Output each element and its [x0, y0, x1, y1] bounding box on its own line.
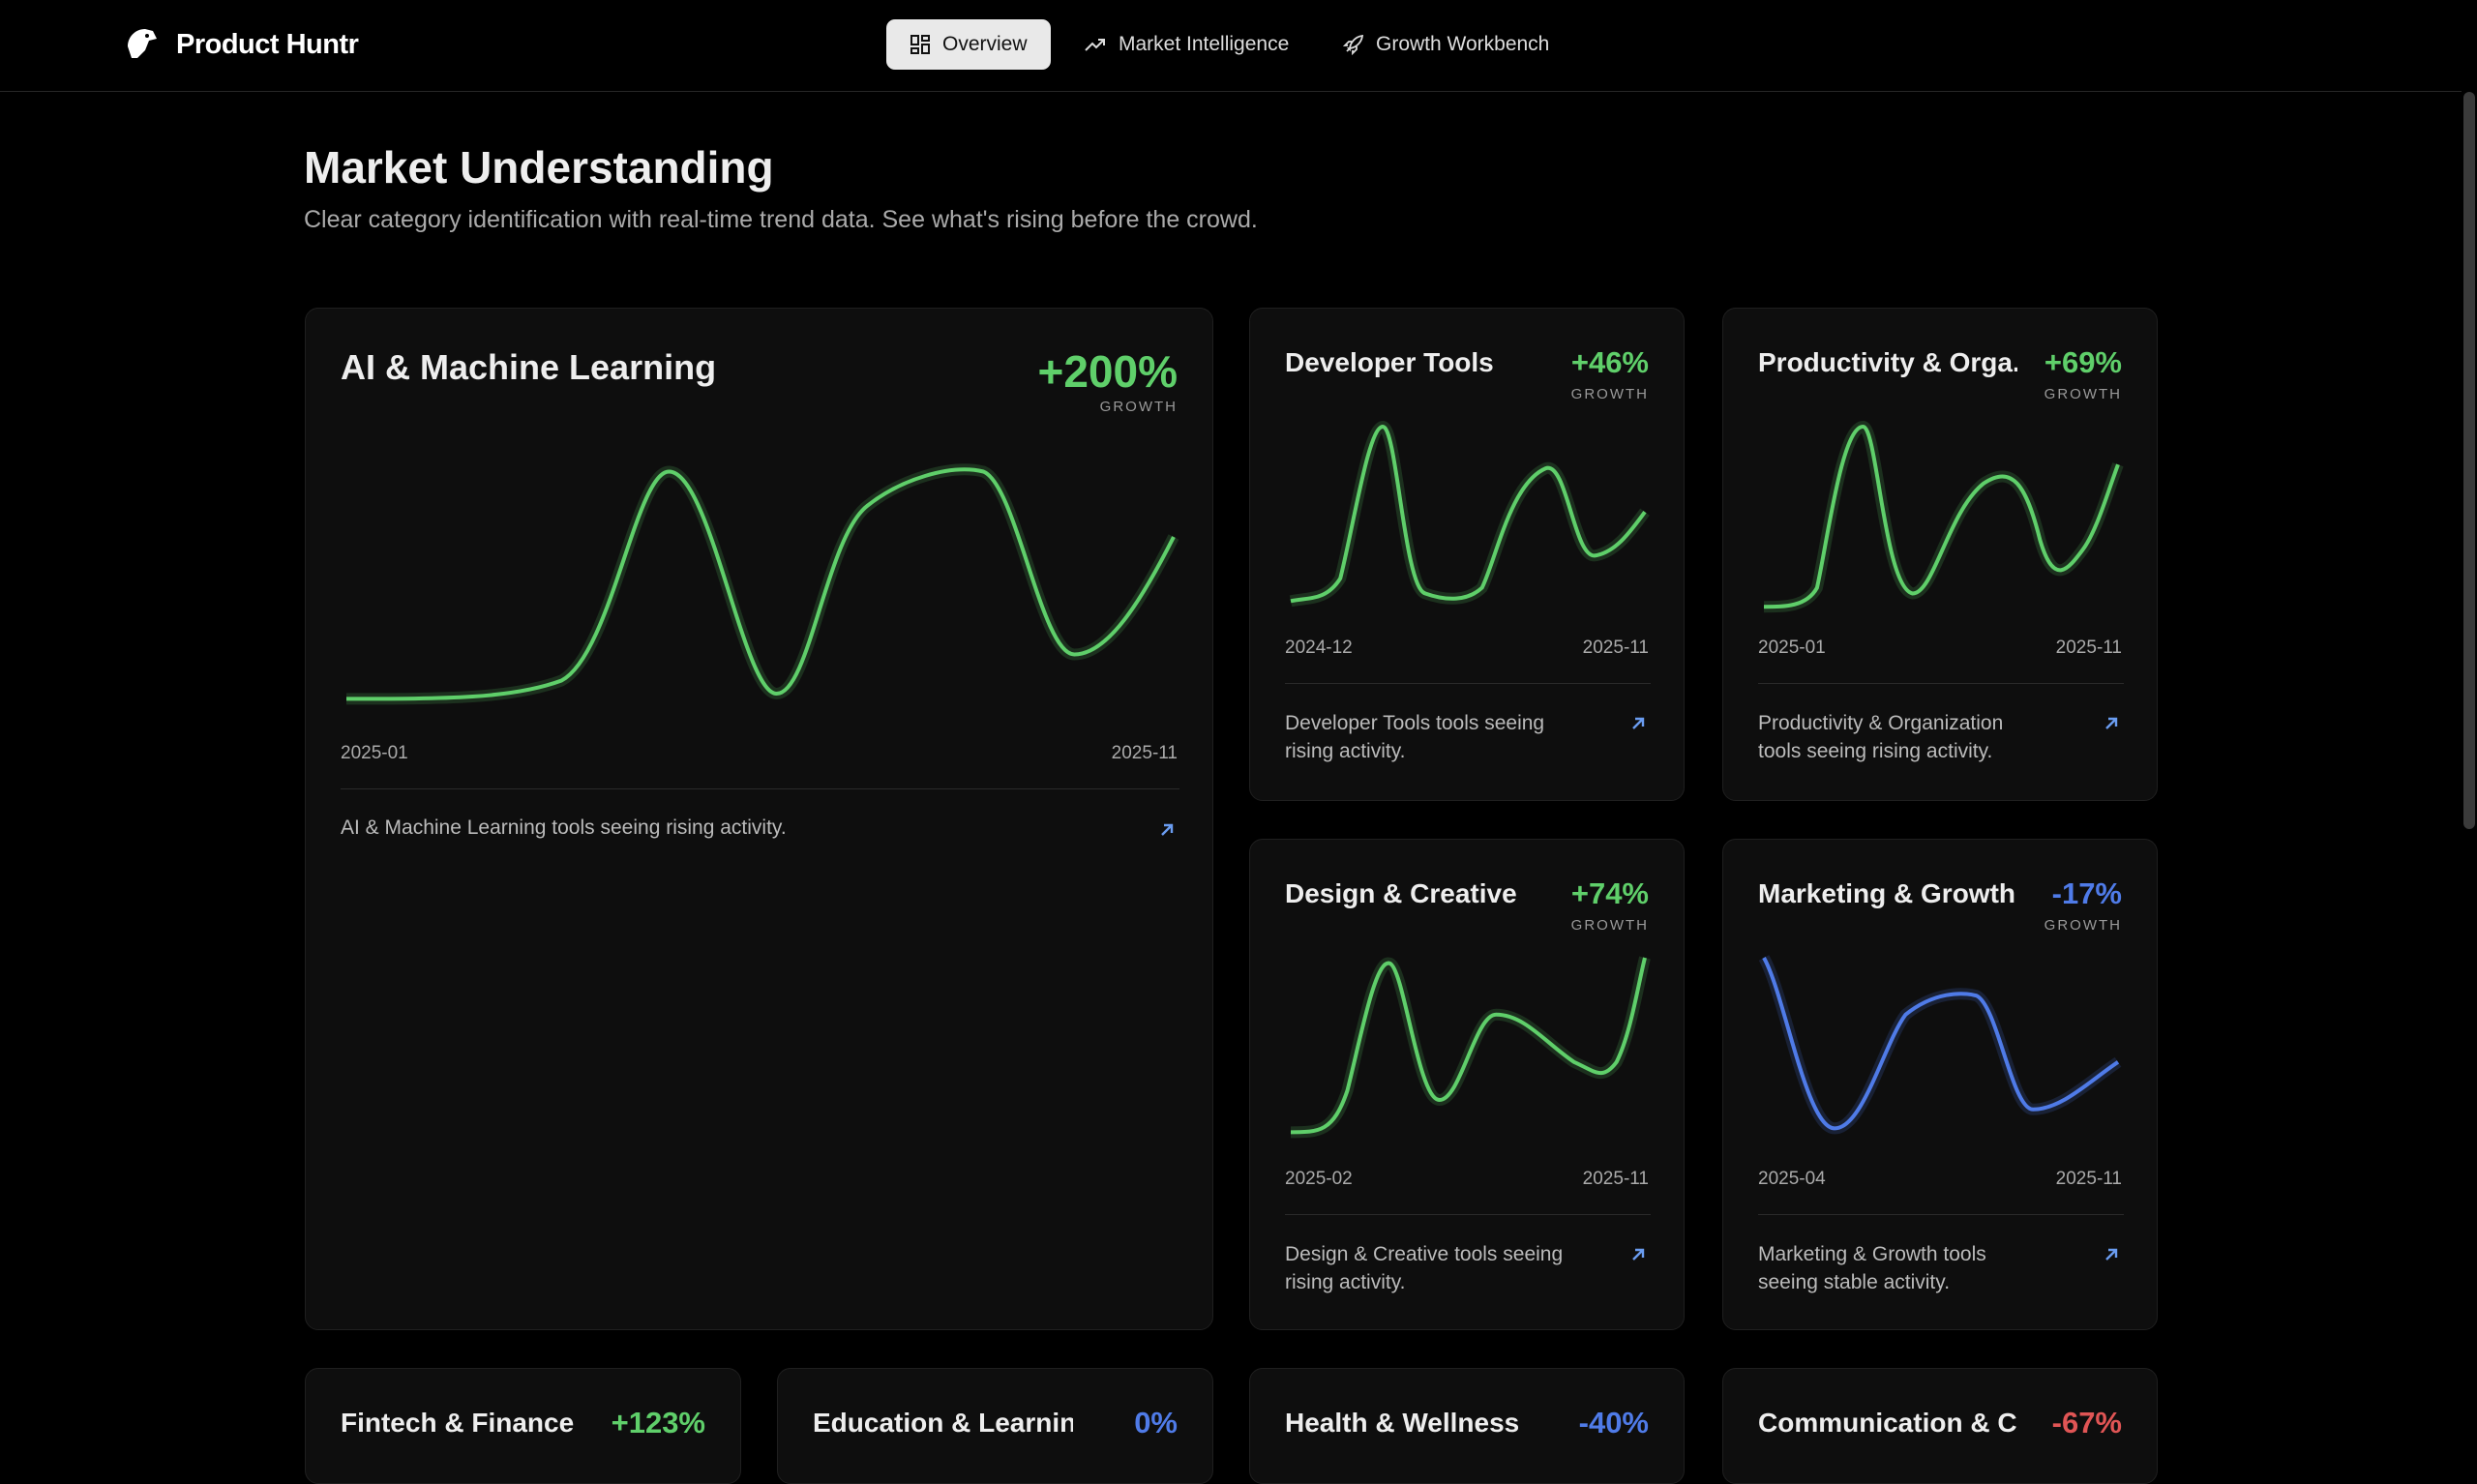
end-date: 2025-11 — [1582, 638, 1649, 658]
card-title: Health & Wellness — [1285, 1408, 1520, 1438]
tab-icon — [1085, 39, 1105, 51]
growth-value: 0% — [1134, 1406, 1178, 1439]
growth-value: -40% — [1578, 1406, 1649, 1439]
growth-value: +46% — [1570, 345, 1649, 379]
tab-label: Overview — [942, 33, 1028, 55]
card-title: AI & Machine Learning — [341, 347, 717, 387]
growth-value: -67% — [2051, 1406, 2122, 1439]
arrow — [1161, 823, 1174, 836]
card-title: Productivity & Orga... — [1758, 347, 2017, 377]
tab-icon — [1343, 34, 1364, 55]
divider — [1758, 683, 2124, 684]
section-subtitle: Clear category identification with real-… — [304, 206, 1258, 233]
start-date: 2025-01 — [1758, 638, 1826, 658]
growth-label: GROWTH — [2044, 386, 2122, 402]
arrow — [1632, 1248, 1645, 1261]
category-card[interactable]: AI & Machine Learning +200% GROWTH 2025-01 2… — [305, 308, 1213, 1330]
growth-label: GROWTH — [2044, 917, 2122, 934]
card-description: Marketing & Growth tools seeing stable a… — [1758, 1243, 1986, 1293]
category-card[interactable]: Education & Learning 0% — [777, 1368, 1213, 1484]
divider — [1285, 1214, 1651, 1215]
category-card[interactable]: Developer Tools +46% GROWTH 2024-12 2025-11 D… — [1249, 308, 1685, 801]
end-date: 2025-11 — [2055, 1169, 2122, 1189]
divider — [1285, 683, 1651, 684]
growth-label: GROWTH — [1099, 399, 1178, 415]
category-card[interactable]: Marketing & Growth -17% GROWTH 2025-04 2025-… — [1722, 839, 2158, 1330]
growth-value: +123% — [611, 1406, 705, 1439]
brand-name[interactable]: Product Huntr — [176, 29, 359, 60]
growth-label: GROWTH — [1570, 386, 1649, 402]
sparkline — [1764, 958, 2118, 1147]
start-date: 2025-04 — [1758, 1169, 1826, 1189]
scrollbar[interactable] — [2463, 92, 2475, 829]
card-title: Design & Creative — [1285, 878, 1517, 908]
sparkline-line — [1291, 958, 1645, 1132]
nav-tab[interactable]: Market Intelligence — [1060, 19, 1312, 70]
sparkline-line — [346, 469, 1174, 698]
card-title: Education & Learning — [813, 1408, 1073, 1438]
card-description: Developer Tools tools seeing rising acti… — [1285, 712, 1545, 762]
nav-tab[interactable]: Growth Workbench — [1320, 19, 1572, 70]
sparkline-line — [1764, 958, 2118, 1128]
card-description: Design & Creative tools seeing rising ac… — [1285, 1243, 1564, 1293]
divider — [341, 788, 1179, 789]
card-description: AI & Machine Learning tools seeing risin… — [341, 816, 787, 839]
open-link-icon[interactable] — [1158, 821, 1176, 839]
arrow — [1632, 717, 1645, 729]
tab-icon — [910, 35, 930, 54]
sparkline — [1764, 427, 2118, 616]
growth-value: +200% — [1037, 346, 1178, 397]
growth-value: -17% — [2051, 876, 2122, 910]
tab-label: Market Intelligence — [1119, 33, 1290, 55]
open-link-icon[interactable] — [1629, 715, 1647, 732]
sparkline-glow — [1291, 958, 1645, 1132]
category-card[interactable]: Fintech & Finance +123% — [305, 1368, 741, 1484]
card-title: Developer Tools — [1285, 347, 1494, 377]
category-card[interactable]: Productivity & Orga... +69% GROWTH 2025-01 2… — [1722, 308, 2158, 801]
open-link-icon[interactable] — [2103, 715, 2120, 732]
growth-value: +74% — [1570, 876, 1649, 910]
sparkline — [1291, 427, 1645, 616]
category-card[interactable]: Health & Wellness -40% — [1249, 1368, 1685, 1484]
arrow — [2105, 717, 2118, 729]
card-title: Communication & C... — [1758, 1408, 2017, 1438]
card-title: Marketing & Growth — [1758, 878, 2016, 908]
tab-label: Growth Workbench — [1376, 33, 1550, 55]
sparkline-line — [1764, 427, 2118, 607]
sparkline-line — [1291, 427, 1645, 601]
sparkline-glow — [1764, 958, 2118, 1128]
card-title: Fintech & Finance — [341, 1408, 575, 1438]
growth-label: GROWTH — [1570, 917, 1649, 934]
nav-tab[interactable]: Overview — [886, 19, 1051, 70]
category-card[interactable]: Design & Creative +74% GROWTH 2025-02 2025-1… — [1249, 839, 1685, 1330]
sparkline — [1291, 958, 1645, 1147]
start-date: 2025-01 — [341, 743, 408, 763]
arrow — [2105, 1248, 2118, 1261]
brand-logo — [128, 29, 157, 58]
end-date: 2025-11 — [2055, 638, 2122, 658]
start-date: 2024-12 — [1285, 638, 1353, 658]
end-date: 2025-11 — [1582, 1169, 1649, 1189]
sparkline — [346, 459, 1174, 720]
end-date: 2025-11 — [1111, 743, 1178, 763]
sparkline-glow — [346, 469, 1174, 698]
open-link-icon[interactable] — [1629, 1246, 1647, 1263]
top-nav: Product Huntr Overview Market Intelligen… — [0, 0, 2462, 92]
card-description: Productivity & Organization tools seeing… — [1758, 712, 2004, 762]
category-card[interactable]: Communication & C... -67% — [1722, 1368, 2158, 1484]
section-title: Market Understanding — [304, 142, 774, 193]
open-link-icon[interactable] — [2103, 1246, 2120, 1263]
sparkline-glow — [1291, 427, 1645, 601]
start-date: 2025-02 — [1285, 1169, 1353, 1189]
divider — [1758, 1214, 2124, 1215]
growth-value: +69% — [2044, 345, 2122, 379]
